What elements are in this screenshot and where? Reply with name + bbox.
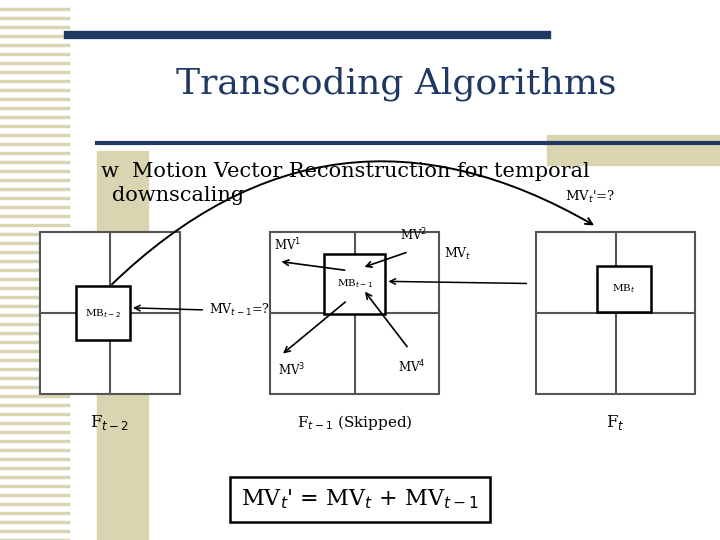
Text: MB$_{t-1}$: MB$_{t-1}$	[336, 278, 373, 291]
Text: MV$^3$: MV$^3$	[278, 362, 305, 379]
Bar	[547, 135, 720, 165]
Text: F$_{t-2}$: F$_{t-2}$	[91, 413, 129, 432]
Text: MV$^1$: MV$^1$	[274, 237, 302, 253]
Bar	[324, 254, 385, 314]
Text: F$_t$: F$_t$	[606, 413, 625, 432]
Text: MB$_t$: MB$_t$	[612, 282, 635, 295]
Bar	[97, 151, 148, 540]
Text: downscaling: downscaling	[112, 186, 244, 205]
Bar	[270, 232, 439, 394]
Text: MV$_{t-1}$=?: MV$_{t-1}$=?	[209, 302, 269, 318]
Text: MV$_t$: MV$_t$	[444, 246, 471, 262]
Text: w  Motion Vector Reconstruction for temporal: w Motion Vector Reconstruction for tempo…	[101, 162, 590, 181]
Text: MV$_t$' = MV$_t$ + MV$_{t-1}$: MV$_t$' = MV$_t$ + MV$_{t-1}$	[241, 488, 479, 511]
Text: Transcoding Algorithms: Transcoding Algorithms	[176, 66, 616, 101]
Text: F$_{t-1}$ (Skipped): F$_{t-1}$ (Skipped)	[297, 413, 413, 432]
Text: MV$_t$'=?: MV$_t$'=?	[565, 189, 616, 205]
Text: MB$_{t-2}$: MB$_{t-2}$	[85, 307, 121, 320]
Bar	[40, 232, 180, 394]
Bar	[596, 266, 651, 312]
Text: MV$^2$: MV$^2$	[400, 227, 428, 244]
Bar	[536, 232, 695, 394]
Text: MV$^4$: MV$^4$	[398, 359, 426, 375]
Bar	[76, 286, 130, 340]
FancyArrowPatch shape	[112, 161, 593, 284]
